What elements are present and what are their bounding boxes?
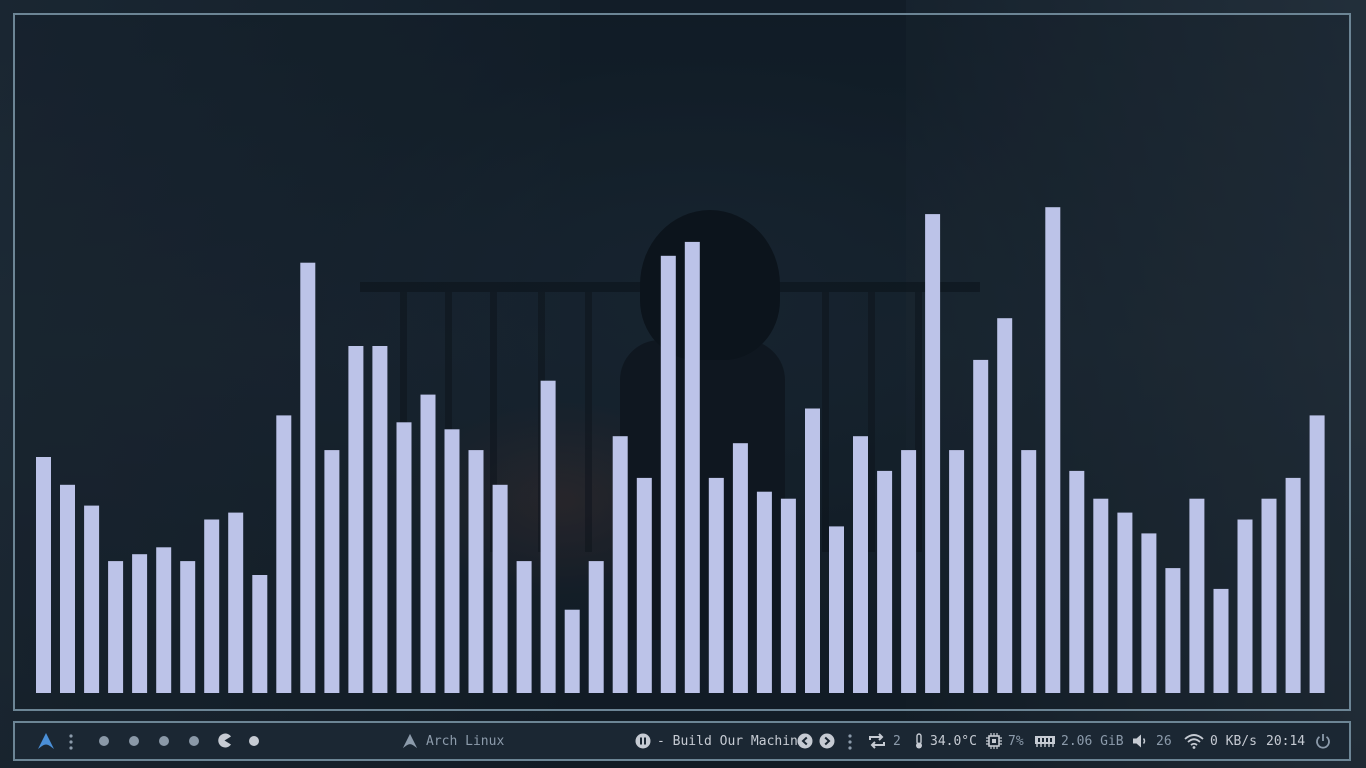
visualizer-bar	[949, 450, 965, 693]
power-icon[interactable]	[1315, 733, 1331, 749]
visualizer-bar	[108, 561, 124, 693]
visualizer-bar	[468, 450, 484, 693]
vertical-dots-icon[interactable]	[68, 734, 74, 750]
visualizer-bar	[300, 262, 316, 693]
visualizer-bar	[1213, 588, 1229, 693]
visualizer-bar	[324, 450, 340, 693]
visualizer-bar	[853, 436, 868, 693]
visualizer-bar	[901, 450, 917, 693]
volume-level[interactable]: 26	[1156, 734, 1172, 749]
visualizer-bar	[1189, 498, 1205, 693]
visualizer-bar	[1021, 450, 1037, 693]
visualizer-bar	[372, 346, 388, 693]
visualizer-bar	[1165, 568, 1181, 693]
visualizer-bar	[997, 318, 1013, 693]
workspace-4[interactable]	[189, 736, 199, 746]
audio-visualizer	[36, 207, 1325, 694]
wifi-icon[interactable]	[1184, 733, 1204, 749]
wallpaper-rail-post	[915, 292, 922, 552]
visualizer-bar	[829, 526, 844, 693]
visualizer-bar	[1045, 207, 1061, 693]
visualizer-bar	[204, 519, 220, 693]
visualizer-bar	[973, 359, 989, 693]
workspace-3[interactable]	[159, 736, 169, 746]
window-title: Arch Linux	[426, 734, 505, 749]
workspace-6[interactable]	[249, 736, 259, 746]
next-circle-icon[interactable]	[819, 733, 835, 749]
visualizer-bar	[276, 415, 292, 693]
wallpaper-rail-post	[490, 292, 497, 552]
prev-circle-icon[interactable]	[797, 733, 813, 749]
visualizer-bar	[1117, 512, 1133, 693]
repeat-icon[interactable]	[867, 733, 887, 749]
updates-count: 2	[893, 734, 901, 749]
workspace-5-active-icon[interactable]	[217, 733, 232, 748]
memory-icon	[1035, 734, 1055, 748]
wallpaper-rail-post	[585, 292, 592, 552]
visualizer-bar	[84, 505, 100, 693]
visualizer-bar	[564, 609, 580, 693]
visualizer-bar	[444, 429, 460, 693]
visualizer-bar	[612, 436, 628, 693]
visualizer-bar	[780, 498, 796, 693]
temperature-value: 34.0°C	[930, 734, 977, 749]
arch-logo-small-icon	[402, 733, 418, 749]
visualizer-bar	[516, 561, 532, 693]
media-track-title[interactable]: - Build Our Machine	[657, 734, 806, 749]
visualizer-bar	[708, 477, 724, 693]
wallpaper-rail-post	[868, 292, 875, 552]
visualizer-bar	[348, 346, 364, 693]
wallpaper-rail-post	[445, 292, 452, 552]
visualizer-bar	[60, 484, 75, 693]
cpu-usage: 7%	[1008, 734, 1024, 749]
visualizer-bar	[396, 422, 412, 693]
visualizer-bar	[1285, 477, 1301, 693]
memory-usage: 2.06 GiB	[1061, 734, 1124, 749]
visualizer-bar	[1309, 415, 1325, 693]
status-bar: Arch Linux - Build Our Machine 2 34.0°C …	[13, 721, 1351, 761]
thermometer-icon	[914, 733, 924, 749]
visualizer-bar	[756, 491, 772, 693]
visualizer-bar	[805, 408, 820, 693]
network-speed: 0 KB/s	[1210, 734, 1257, 749]
pause-circle-icon[interactable]	[635, 733, 651, 749]
workspace-1[interactable]	[99, 736, 109, 746]
visualizer-bar	[588, 561, 604, 693]
visualizer-bar	[1261, 498, 1277, 693]
cpu-icon	[986, 733, 1002, 749]
visualizer-bar	[180, 561, 196, 693]
arch-logo-icon[interactable]	[37, 732, 55, 750]
visualizer-bar	[228, 512, 244, 693]
visualizer-bar	[732, 443, 748, 693]
visualizer-bar	[252, 575, 268, 693]
visualizer-bar	[1093, 498, 1109, 693]
visualizer-bar	[156, 547, 172, 693]
visualizer-bar	[1141, 533, 1157, 693]
visualizer-bar	[132, 554, 148, 693]
vertical-dots-icon[interactable]	[847, 734, 853, 750]
visualizer-bar	[540, 380, 556, 693]
clock[interactable]: 20:14	[1266, 734, 1306, 749]
workspace-2[interactable]	[129, 736, 139, 746]
visualizer-bar	[492, 484, 508, 693]
visualizer-bar	[36, 457, 51, 693]
visualizer-bar	[877, 470, 893, 693]
wallpaper-rail-post	[400, 292, 407, 552]
speaker-icon[interactable]	[1132, 733, 1148, 749]
visualizer-bar	[1237, 519, 1253, 693]
visualizer-bar	[636, 477, 652, 693]
visualizer-bar	[660, 255, 676, 694]
visualizer-bar	[420, 394, 436, 693]
wallpaper-rail-post	[822, 292, 829, 552]
visualizer-bar	[684, 241, 700, 693]
visualizer-bar	[925, 214, 941, 693]
visualizer-bar	[1069, 470, 1085, 693]
audio-visualizer-window[interactable]	[13, 13, 1351, 711]
